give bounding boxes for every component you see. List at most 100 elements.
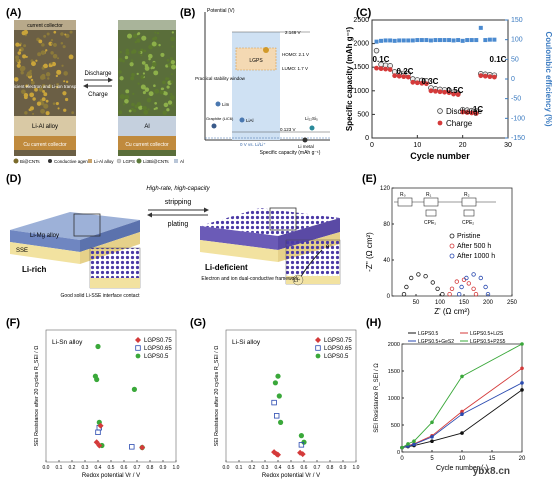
- e-xtick-label: 150: [459, 300, 470, 306]
- charge-point: [396, 73, 402, 79]
- particle: [32, 97, 36, 101]
- right-particles: [118, 31, 177, 115]
- particle: [55, 101, 59, 106]
- sc-xtick-label: 0.3: [262, 465, 269, 471]
- panel-label-e: (E): [362, 173, 377, 185]
- charge-point: [428, 88, 434, 94]
- li-def-side: [200, 226, 278, 250]
- panel-label-h: (H): [366, 317, 382, 329]
- c-rate-label: 0.2C: [397, 67, 414, 76]
- particle: [40, 50, 46, 55]
- c-rate-label: 0.5C: [447, 86, 464, 95]
- ce-point: [397, 38, 402, 43]
- ce-point: [442, 38, 447, 43]
- particle: [171, 45, 174, 48]
- particle: [129, 62, 134, 67]
- sc-xlabel: Redox potential Vr / V: [262, 473, 320, 479]
- particle: [69, 30, 73, 34]
- current-collector-top-right: [118, 20, 176, 30]
- li-ion-icon: [292, 274, 304, 286]
- particle: [170, 59, 176, 65]
- e-legend-label: After 1000 h: [457, 253, 495, 260]
- legend-lgps075-marker: [315, 337, 321, 343]
- h-point: [412, 439, 416, 444]
- particle: [45, 99, 49, 103]
- legend-lgps: LGPS: [123, 159, 135, 164]
- zero-label: 0 V vs. Li/Li⁺: [240, 142, 266, 147]
- charge-point: [464, 110, 470, 115]
- particle: [40, 108, 46, 114]
- c-y2tick-label: 100: [511, 37, 523, 44]
- panel-label-c: (C): [356, 7, 372, 19]
- charge-point: [383, 66, 388, 72]
- particle: [42, 90, 46, 93]
- lumo-label: LUMO: 1.7 V: [282, 66, 308, 71]
- sc-xtick-label: 0.3: [82, 465, 89, 471]
- e-ytick-label: 0: [387, 294, 391, 300]
- li-mg-side2: [80, 220, 140, 252]
- h-legend-label: LGPS0.5+GeS2: [418, 339, 454, 345]
- legend-lgps065: LGPS0.65: [144, 346, 172, 352]
- particle: [125, 89, 130, 94]
- ce-point: [478, 25, 483, 30]
- ce-point: [447, 38, 452, 43]
- h-point: [460, 409, 464, 414]
- particle: [38, 87, 44, 92]
- sc-xtick-label: 0.9: [160, 465, 167, 471]
- ce-point: [492, 37, 497, 42]
- charge-point: [374, 65, 379, 71]
- particle: [160, 52, 165, 57]
- h-point: [520, 342, 524, 346]
- cu-current-collector-left: [14, 136, 76, 150]
- h-point: [406, 442, 410, 446]
- ce-point: [392, 38, 397, 43]
- particle: [52, 102, 56, 106]
- h-xtick-label: 5: [430, 456, 434, 462]
- c-ytick-label: 0: [365, 135, 369, 142]
- e-point: [416, 272, 421, 277]
- e-legend-marker: [449, 233, 455, 239]
- c-y2tick-label: -50: [511, 96, 521, 103]
- sc-xtick-label: 0.5: [288, 465, 295, 471]
- sse-label: SSE: [16, 248, 28, 254]
- e-point: [440, 292, 445, 297]
- panel-label-f: (F): [6, 317, 20, 329]
- panel-a-legend: Bi@CNTs Conductive agent Li-Al alloy LGP…: [13, 158, 184, 164]
- sc-ylabel: SEI Resistance after 20 cycles R_SEI / Ω: [214, 346, 220, 447]
- particle: [20, 71, 24, 75]
- e-ylabel: -Z'' (Ω cm²): [365, 232, 374, 272]
- ce-point: [374, 39, 379, 44]
- h-point: [520, 366, 524, 371]
- sc-xtick-label: 0.6: [301, 465, 308, 471]
- e-legend-marker: [449, 253, 455, 259]
- particle: [154, 31, 157, 34]
- charge-label: Charge: [88, 92, 108, 98]
- e-xtick-label: 250: [507, 300, 518, 306]
- h-legend-label: LGPS0.5+P2S5: [470, 339, 506, 345]
- charge-point: [433, 88, 438, 94]
- lgps065-point: [298, 442, 305, 448]
- homo-label: HOMO: 2.1 V: [282, 52, 309, 57]
- e-ytick-label: 80: [383, 222, 390, 228]
- homo-marker: [263, 47, 269, 53]
- ce-point: [451, 38, 456, 43]
- lgps-box: [235, 47, 277, 71]
- legend-lial: Li-Al alloy: [94, 159, 114, 164]
- particle: [153, 84, 156, 88]
- cpe1-label: CPE₁: [424, 220, 436, 226]
- particle: [65, 33, 70, 38]
- e-point: [483, 284, 488, 290]
- lgps065-point: [95, 429, 101, 435]
- h-ytick-label: 500: [391, 423, 400, 429]
- particle: [61, 64, 64, 67]
- c-frame: [371, 19, 509, 139]
- particle: [21, 89, 26, 95]
- particle: [136, 72, 139, 75]
- h-xtick-label: 15: [489, 456, 496, 462]
- c-rate-label: 0.1C: [373, 55, 390, 64]
- particle: [63, 80, 66, 83]
- c-ytick-label: 2000: [353, 41, 369, 48]
- lin-label: LiIn: [222, 102, 230, 107]
- watermark: ybx8.cn: [473, 466, 510, 477]
